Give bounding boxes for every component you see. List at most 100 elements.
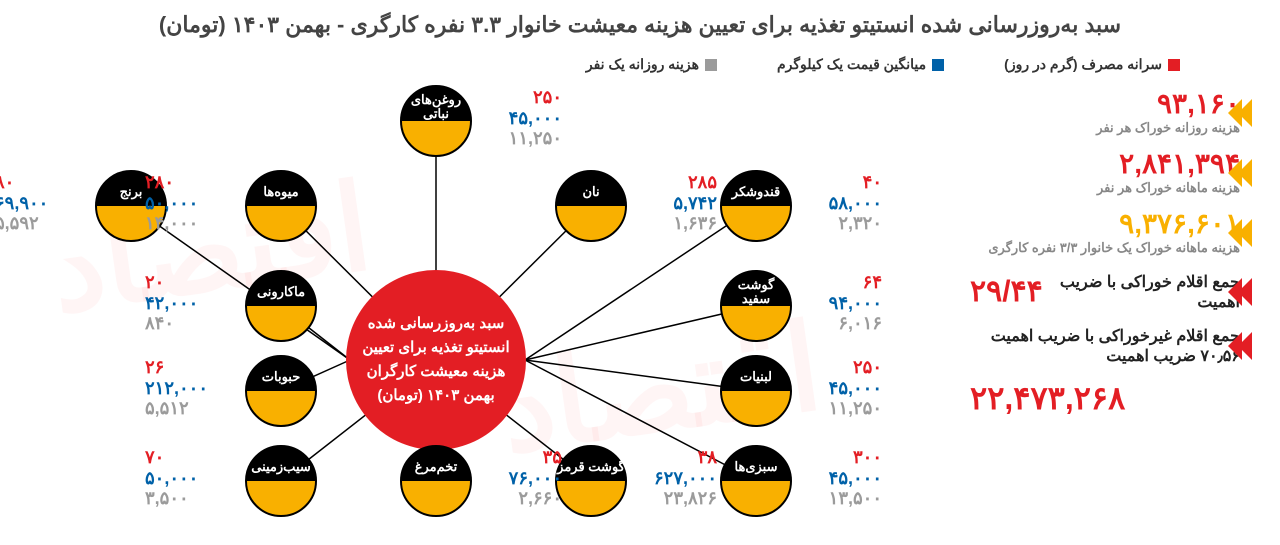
- node-oil: روغن‌های نباتی۲۵۰۴۵,۰۰۰۱۱,۲۵۰: [400, 85, 472, 157]
- val-blue: ۵۸,۰۰۰: [829, 193, 882, 214]
- summary-label: هزینه ماهانه خوراک یک خانوار ۳/۳ نفره کا…: [970, 240, 1240, 256]
- legend-red: سرانه مصرف (گرم در روز): [1004, 56, 1180, 73]
- node-name: قندوشکر: [732, 185, 780, 199]
- node-values: ۲۵۰۴۵,۰۰۰۱۱,۲۵۰: [509, 87, 562, 149]
- summary-label: جمع اقلام غیرخوراکی با ضریب اهمیت ۷۰٫۵۶ …: [970, 326, 1240, 366]
- val-gray: ۵,۵۱۲: [145, 398, 208, 419]
- legend-blue: میانگین قیمت یک کیلوگرم: [777, 56, 944, 73]
- node-name: سیب‌زمینی: [251, 460, 311, 474]
- legend-label: میانگین قیمت یک کیلوگرم: [777, 56, 926, 73]
- node-values: ۲۵۰۴۵,۰۰۰۱۱,۲۵۰: [829, 357, 882, 419]
- val-red: ۲۶: [145, 357, 208, 378]
- val-red: ۲۵۰: [829, 357, 882, 378]
- legend-label: هزینه روزانه یک نفر: [586, 56, 699, 73]
- summary-label: جمع اقلام خوراکی با ضریب اهمیت: [1055, 272, 1240, 312]
- pie-icon: قندوشکر: [720, 170, 792, 242]
- pie-icon: گوشت سفید: [720, 270, 792, 342]
- val-gray: ۱,۶۳۶: [673, 213, 717, 234]
- pie-icon: سبزی‌ها: [720, 445, 792, 517]
- val-blue: ۶۲۷,۰۰۰: [654, 468, 717, 489]
- node-values: ۴۰۵۸,۰۰۰۲,۳۲۰: [829, 172, 882, 234]
- val-blue: ۹۴,۰۰۰: [829, 293, 882, 314]
- summary-value: ۲,۸۴۱,۳۹۴: [970, 150, 1240, 178]
- pie-icon: تخم‌مرغ: [400, 445, 472, 517]
- val-gray: ۲۳,۸۲۶: [654, 488, 717, 509]
- node-bread: نان۲۸۵۵,۷۴۲۱,۶۳۶: [555, 170, 627, 242]
- val-gray: ۲,۶۶۰: [509, 488, 562, 509]
- summary-row-1: ۹۳,۱۶۰ هزینه روزانه خوراک هر نفر: [970, 90, 1250, 136]
- node-name: ماکارونی: [257, 285, 305, 299]
- val-blue: ۶۹,۹۰۰: [0, 193, 48, 214]
- node-fruit: میوه‌ها۲۸۰۵۰,۰۰۰۱۴,۰۰۰: [245, 170, 317, 242]
- center-circle: سبد به‌روزرسانی شده انستیتو تغذیه برای ت…: [346, 270, 526, 450]
- summary-panel: ۹۳,۱۶۰ هزینه روزانه خوراک هر نفر ۲,۸۴۱,۳…: [970, 90, 1250, 428]
- val-blue: ۲۱۲,۰۰۰: [145, 378, 208, 399]
- pie-icon: روغن‌های نباتی: [400, 85, 472, 157]
- val-gray: ۸۴۰: [145, 313, 198, 334]
- node-values: ۳۰۰۴۵,۰۰۰۱۳,۵۰۰: [829, 447, 882, 509]
- node-egg: تخم‌مرغ۳۵۷۶,۰۰۰۲,۶۶۰: [400, 445, 472, 517]
- val-red: ۲۸۰: [145, 172, 198, 193]
- val-blue: ۴۵,۰۰۰: [829, 468, 882, 489]
- node-name: نان: [582, 185, 599, 199]
- pie-icon: میوه‌ها: [245, 170, 317, 242]
- val-red: ۸۰: [0, 172, 48, 193]
- center-label: سبد به‌روزرسانی شده انستیتو تغذیه برای ت…: [358, 312, 514, 408]
- node-veg: سبزی‌ها۳۰۰۴۵,۰۰۰۱۳,۵۰۰: [720, 445, 792, 517]
- pie-icon: سیب‌زمینی: [245, 445, 317, 517]
- summary-value: ۲۹/۴۴: [970, 277, 1043, 307]
- node-values: ۶۴۹۴,۰۰۰۶,۰۱۶: [829, 272, 882, 334]
- node-name: حبوبات: [262, 370, 301, 384]
- node-rmeat: گوشت قرمز۳۸۶۲۷,۰۰۰۲۳,۸۲۶: [555, 445, 627, 517]
- val-blue: ۵,۷۴۲: [673, 193, 717, 214]
- summary-label: هزینه ماهانه خوراک هر نفر: [970, 180, 1240, 196]
- val-gray: ۵,۵۹۲: [0, 213, 48, 234]
- pie-icon: حبوبات: [245, 355, 317, 427]
- node-values: ۲۶۲۱۲,۰۰۰۵,۵۱۲: [145, 357, 208, 419]
- node-potato: سیب‌زمینی۷۰۵۰,۰۰۰۳,۵۰۰: [245, 445, 317, 517]
- val-gray: ۲,۳۲۰: [829, 213, 882, 234]
- summary-row-3: ۹,۳۷۶,۶۰۱ هزینه ماهانه خوراک یک خانوار ۳…: [970, 210, 1250, 256]
- node-values: ۸۰۶۹,۹۰۰۵,۵۹۲: [0, 172, 48, 234]
- val-red: ۲۵۰: [509, 87, 562, 108]
- val-red: ۳۰۰: [829, 447, 882, 468]
- summary-label: هزینه روزانه خوراک هر نفر: [970, 120, 1240, 136]
- summary-value: ۹,۳۷۶,۶۰۱: [970, 210, 1240, 238]
- val-red: ۳۵: [509, 447, 562, 468]
- summary-row-2: ۲,۸۴۱,۳۹۴ هزینه ماهانه خوراک هر نفر: [970, 150, 1250, 196]
- node-values: ۳۸۶۲۷,۰۰۰۲۳,۸۲۶: [654, 447, 717, 509]
- node-values: ۳۵۷۶,۰۰۰۲,۶۶۰: [509, 447, 562, 509]
- legend: سرانه مصرف (گرم در روز) میانگین قیمت یک …: [586, 56, 1180, 73]
- legend-square-blue: [932, 59, 944, 71]
- val-gray: ۶,۰۱۶: [829, 313, 882, 334]
- val-blue: ۴۵,۰۰۰: [829, 378, 882, 399]
- node-legume: حبوبات۲۶۲۱۲,۰۰۰۵,۵۱۲: [245, 355, 317, 427]
- summary-value: ۹۳,۱۶۰: [970, 90, 1240, 118]
- val-red: ۲۸۵: [673, 172, 717, 193]
- node-wmeat: گوشت سفید۶۴۹۴,۰۰۰۶,۰۱۶: [720, 270, 792, 342]
- pie-icon: گوشت قرمز: [555, 445, 627, 517]
- pie-icon: نان: [555, 170, 627, 242]
- val-blue: ۵۰,۰۰۰: [145, 468, 198, 489]
- legend-label: سرانه مصرف (گرم در روز): [1004, 56, 1162, 73]
- val-gray: ۱۳,۵۰۰: [829, 488, 882, 509]
- node-name: گوشت قرمز: [557, 460, 625, 474]
- node-values: ۲۸۰۵۰,۰۰۰۱۴,۰۰۰: [145, 172, 198, 234]
- node-name: گوشت سفید: [722, 278, 790, 307]
- legend-square-gray: [705, 59, 717, 71]
- val-red: ۶۴: [829, 272, 882, 293]
- node-name: تخم‌مرغ: [415, 460, 458, 474]
- val-blue: ۵۰,۰۰۰: [145, 193, 198, 214]
- node-name: لبنیات: [740, 370, 772, 384]
- val-blue: ۴۵,۰۰۰: [509, 108, 562, 129]
- pie-icon: لبنیات: [720, 355, 792, 427]
- node-name: روغن‌های نباتی: [402, 93, 470, 122]
- val-gray: ۱۱,۲۵۰: [509, 128, 562, 149]
- node-dairy: لبنیات۲۵۰۴۵,۰۰۰۱۱,۲۵۰: [720, 355, 792, 427]
- node-pasta: ماکارونی۲۰۴۲,۰۰۰۸۴۰: [245, 270, 317, 342]
- val-red: ۷۰: [145, 447, 198, 468]
- node-values: ۲۰۴۲,۰۰۰۸۴۰: [145, 272, 198, 334]
- node-values: ۷۰۵۰,۰۰۰۳,۵۰۰: [145, 447, 198, 509]
- val-gray: ۱۴,۰۰۰: [145, 213, 198, 234]
- node-sugar: قندوشکر۴۰۵۸,۰۰۰۲,۳۲۰: [720, 170, 792, 242]
